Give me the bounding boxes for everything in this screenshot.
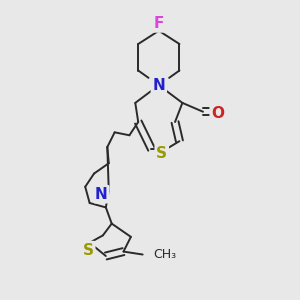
Text: O: O — [211, 106, 224, 121]
Text: S: S — [83, 243, 94, 258]
Text: CH₃: CH₃ — [153, 248, 176, 261]
Text: F: F — [154, 16, 164, 31]
Text: S: S — [156, 146, 167, 161]
Text: N: N — [95, 187, 108, 202]
Text: N: N — [152, 78, 165, 93]
